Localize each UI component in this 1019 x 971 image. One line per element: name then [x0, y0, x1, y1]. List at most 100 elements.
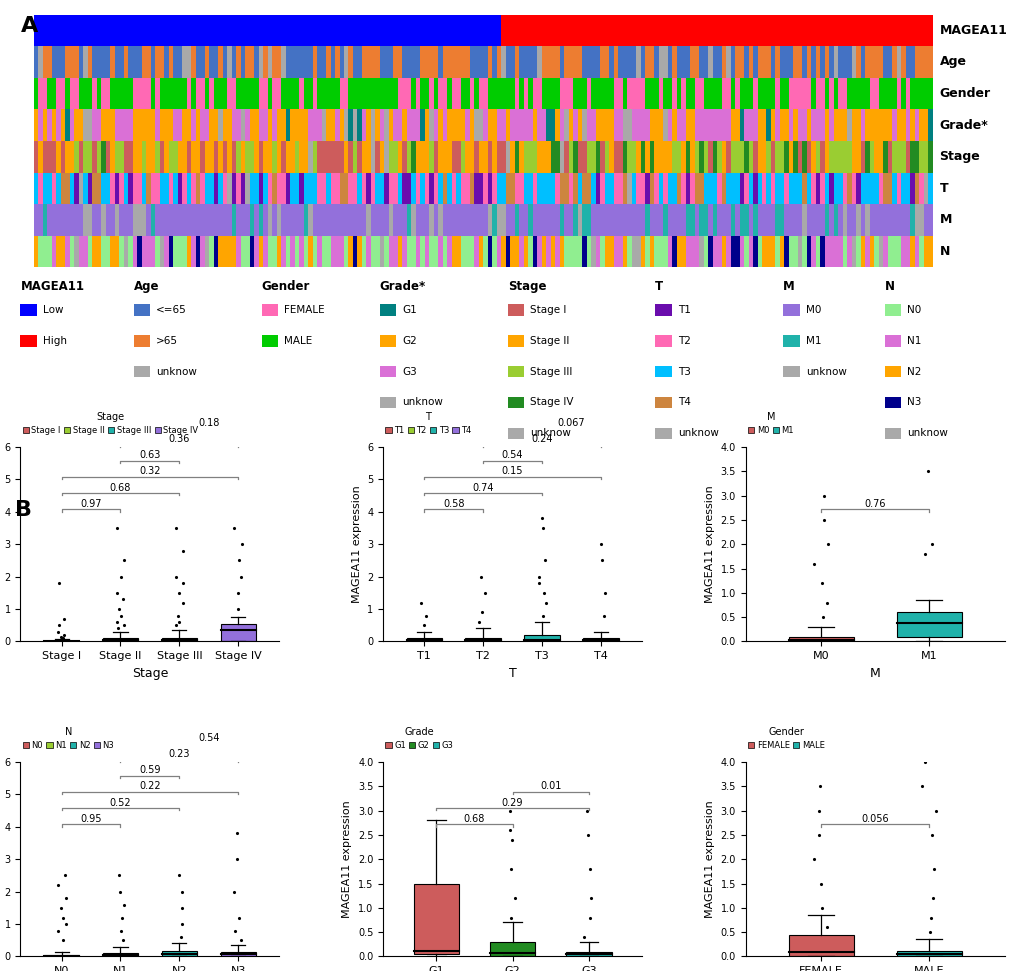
Bar: [403, 236, 407, 267]
Bar: [447, 110, 451, 141]
Bar: [93, 78, 97, 110]
Bar: [752, 236, 757, 267]
Bar: [569, 110, 573, 141]
Bar: [326, 78, 330, 110]
Bar: [397, 78, 403, 110]
Text: <=65: <=65: [156, 305, 186, 316]
Bar: [644, 141, 649, 173]
Bar: [703, 47, 707, 78]
Bar: [631, 110, 636, 141]
Bar: [393, 173, 397, 204]
Bar: [420, 173, 425, 204]
Text: 0.58: 0.58: [442, 499, 464, 509]
Bar: [716, 47, 720, 78]
Bar: [608, 15, 613, 47]
Bar: [433, 141, 438, 173]
Bar: [312, 141, 317, 173]
Bar: [465, 15, 470, 47]
Bar: [321, 204, 326, 236]
Bar: [151, 78, 155, 110]
Bar: [119, 78, 123, 110]
Bar: [123, 78, 128, 110]
Legend: Stage I, Stage II, Stage III, Stage IV: Stage I, Stage II, Stage III, Stage IV: [19, 409, 202, 438]
Bar: [200, 47, 205, 78]
Bar: [797, 173, 802, 204]
Bar: [69, 110, 74, 141]
Text: 0.067: 0.067: [557, 419, 585, 428]
Bar: [569, 141, 573, 173]
Bar: [317, 110, 321, 141]
Bar: [173, 204, 177, 236]
Bar: [155, 78, 160, 110]
Bar: [873, 141, 878, 173]
Bar: [231, 141, 236, 173]
Bar: [407, 236, 411, 267]
Bar: [537, 173, 541, 204]
Bar: [78, 141, 84, 173]
Bar: [375, 15, 380, 47]
Bar: [698, 204, 703, 236]
Bar: [186, 236, 191, 267]
Bar: [774, 236, 780, 267]
Bar: [312, 236, 317, 267]
Bar: [84, 47, 88, 78]
Bar: [61, 236, 65, 267]
Bar: [138, 173, 142, 204]
Bar: [819, 204, 824, 236]
Text: 0.01: 0.01: [539, 782, 560, 791]
Bar: [770, 110, 774, 141]
Bar: [196, 15, 200, 47]
Bar: [357, 47, 362, 78]
Bar: [388, 236, 393, 267]
Bar: [146, 78, 151, 110]
Bar: [285, 15, 289, 47]
Text: 0.36: 0.36: [168, 434, 190, 444]
Bar: [348, 15, 353, 47]
Bar: [500, 15, 505, 47]
Bar: [869, 173, 873, 204]
Bar: [168, 236, 173, 267]
Bar: [357, 78, 362, 110]
Bar: [245, 236, 250, 267]
Bar: [640, 15, 644, 47]
Bar: [653, 15, 658, 47]
Bar: [380, 236, 384, 267]
Bar: [662, 236, 667, 267]
Bar: [343, 15, 348, 47]
Bar: [582, 110, 586, 141]
Bar: [856, 15, 860, 47]
Bar: [285, 110, 289, 141]
Bar: [914, 141, 918, 173]
Bar: [388, 47, 393, 78]
Bar: [69, 173, 74, 204]
Bar: [47, 15, 52, 47]
Bar: [860, 78, 864, 110]
Bar: [757, 110, 761, 141]
Bar: [519, 15, 524, 47]
Bar: [694, 141, 698, 173]
Bar: [496, 15, 500, 47]
Text: N3: N3: [906, 397, 921, 408]
Bar: [321, 173, 326, 204]
Bar: [595, 15, 599, 47]
Bar: [222, 15, 227, 47]
Bar: [429, 78, 433, 110]
Bar: [39, 141, 43, 173]
Bar: [748, 204, 752, 236]
Bar: [429, 204, 433, 236]
Bar: [627, 110, 631, 141]
Text: unknow: unknow: [906, 428, 948, 438]
Bar: [119, 141, 123, 173]
Bar: [608, 141, 613, 173]
Bar: [160, 141, 164, 173]
Bar: [78, 173, 84, 204]
Bar: [537, 236, 541, 267]
Bar: [330, 173, 334, 204]
FancyBboxPatch shape: [883, 335, 901, 347]
FancyBboxPatch shape: [20, 304, 37, 316]
Bar: [784, 173, 788, 204]
Bar: [887, 47, 892, 78]
Bar: [569, 47, 573, 78]
Bar: [797, 236, 802, 267]
Bar: [334, 110, 339, 141]
